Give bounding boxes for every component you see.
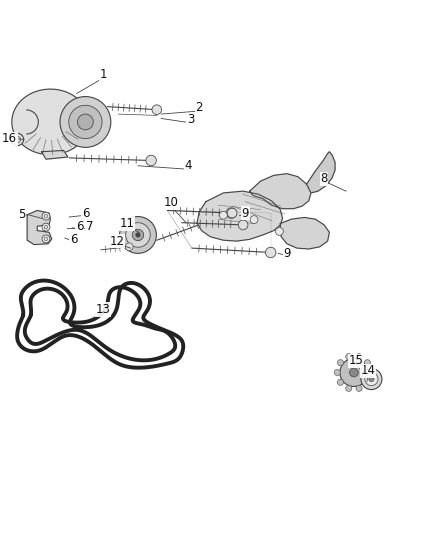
Text: 9: 9 [241, 207, 249, 220]
Polygon shape [197, 191, 283, 241]
Circle shape [42, 235, 50, 243]
Text: 6: 6 [76, 220, 84, 233]
Circle shape [340, 359, 368, 386]
Text: 13: 13 [95, 303, 110, 316]
Circle shape [365, 373, 378, 386]
Text: 2: 2 [195, 101, 203, 115]
Circle shape [367, 369, 374, 376]
Polygon shape [27, 211, 52, 245]
Circle shape [238, 220, 248, 230]
Circle shape [78, 114, 93, 130]
Circle shape [334, 369, 340, 376]
Text: 16: 16 [2, 132, 17, 145]
Circle shape [265, 247, 276, 258]
Polygon shape [12, 89, 89, 155]
Polygon shape [307, 152, 335, 193]
Circle shape [60, 96, 111, 147]
Circle shape [11, 133, 24, 146]
Text: 8: 8 [321, 172, 328, 185]
Circle shape [337, 360, 343, 366]
Text: 6: 6 [70, 233, 78, 246]
Circle shape [356, 385, 362, 391]
Polygon shape [42, 150, 68, 159]
Text: 12: 12 [110, 235, 125, 248]
Circle shape [356, 353, 362, 360]
Text: 6: 6 [81, 207, 89, 220]
Circle shape [369, 376, 374, 382]
Circle shape [132, 229, 144, 241]
Polygon shape [280, 217, 329, 249]
Text: 3: 3 [187, 114, 194, 126]
Circle shape [346, 353, 352, 360]
Circle shape [364, 379, 371, 385]
Circle shape [126, 223, 150, 247]
Circle shape [361, 368, 382, 390]
Circle shape [120, 216, 156, 253]
Circle shape [42, 212, 50, 220]
Circle shape [276, 228, 283, 236]
Circle shape [250, 216, 258, 223]
Text: 10: 10 [163, 197, 178, 209]
Text: 5: 5 [18, 208, 25, 221]
Text: 9: 9 [283, 247, 291, 260]
Circle shape [152, 105, 162, 115]
Circle shape [42, 223, 50, 231]
Circle shape [346, 385, 352, 391]
Circle shape [226, 208, 237, 219]
Circle shape [125, 243, 133, 251]
Circle shape [364, 360, 371, 366]
Text: 1: 1 [99, 68, 107, 81]
Text: 7: 7 [86, 220, 94, 233]
Circle shape [69, 106, 102, 139]
Circle shape [350, 368, 358, 377]
Text: 4: 4 [184, 159, 192, 172]
Circle shape [337, 379, 343, 385]
Circle shape [219, 211, 227, 219]
Text: 11: 11 [120, 217, 134, 230]
Circle shape [146, 155, 156, 166]
Text: 14: 14 [360, 364, 375, 377]
Text: 15: 15 [348, 354, 363, 367]
Circle shape [136, 233, 140, 237]
Polygon shape [250, 174, 311, 209]
Circle shape [227, 208, 237, 218]
